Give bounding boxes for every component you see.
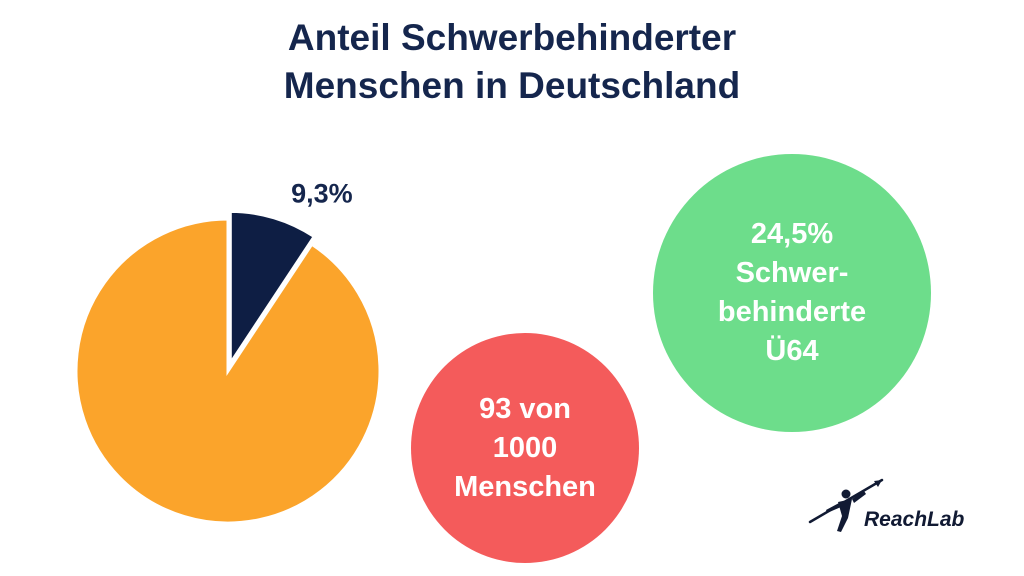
bubble-red-line-2: 1000 (492, 431, 558, 464)
bubble-green-line-3: behinderte (717, 296, 867, 328)
bubble-red-line-3: Menschen (454, 470, 596, 503)
chart-title: Anteil Schwerbehinderter Menschen in Deu… (0, 14, 1024, 110)
bubble-green-line-1: 24,5% (750, 218, 834, 250)
bubble-green-line-4: Ü64 (765, 335, 819, 367)
title-line-1: Anteil Schwerbehinderter (287, 17, 737, 58)
stat-bubble-over-64: 24,5% Schwer- behinderte Ü64 (653, 154, 931, 432)
brand-logo-text: ReachLab (864, 508, 965, 531)
pie-slice-label-0: 9,3% (291, 179, 353, 209)
javelin-thrower-icon (808, 478, 884, 532)
pie-slice-0 (228, 209, 317, 369)
pie-slice-1 (74, 217, 382, 525)
bubble-red-line-1: 93 von (479, 392, 571, 425)
title-line-2: Menschen in Deutschland (283, 65, 741, 106)
stat-bubble-per-thousand: 93 von 1000 Menschen (411, 333, 639, 563)
bubble-green-line-2: Schwer- (735, 257, 849, 289)
